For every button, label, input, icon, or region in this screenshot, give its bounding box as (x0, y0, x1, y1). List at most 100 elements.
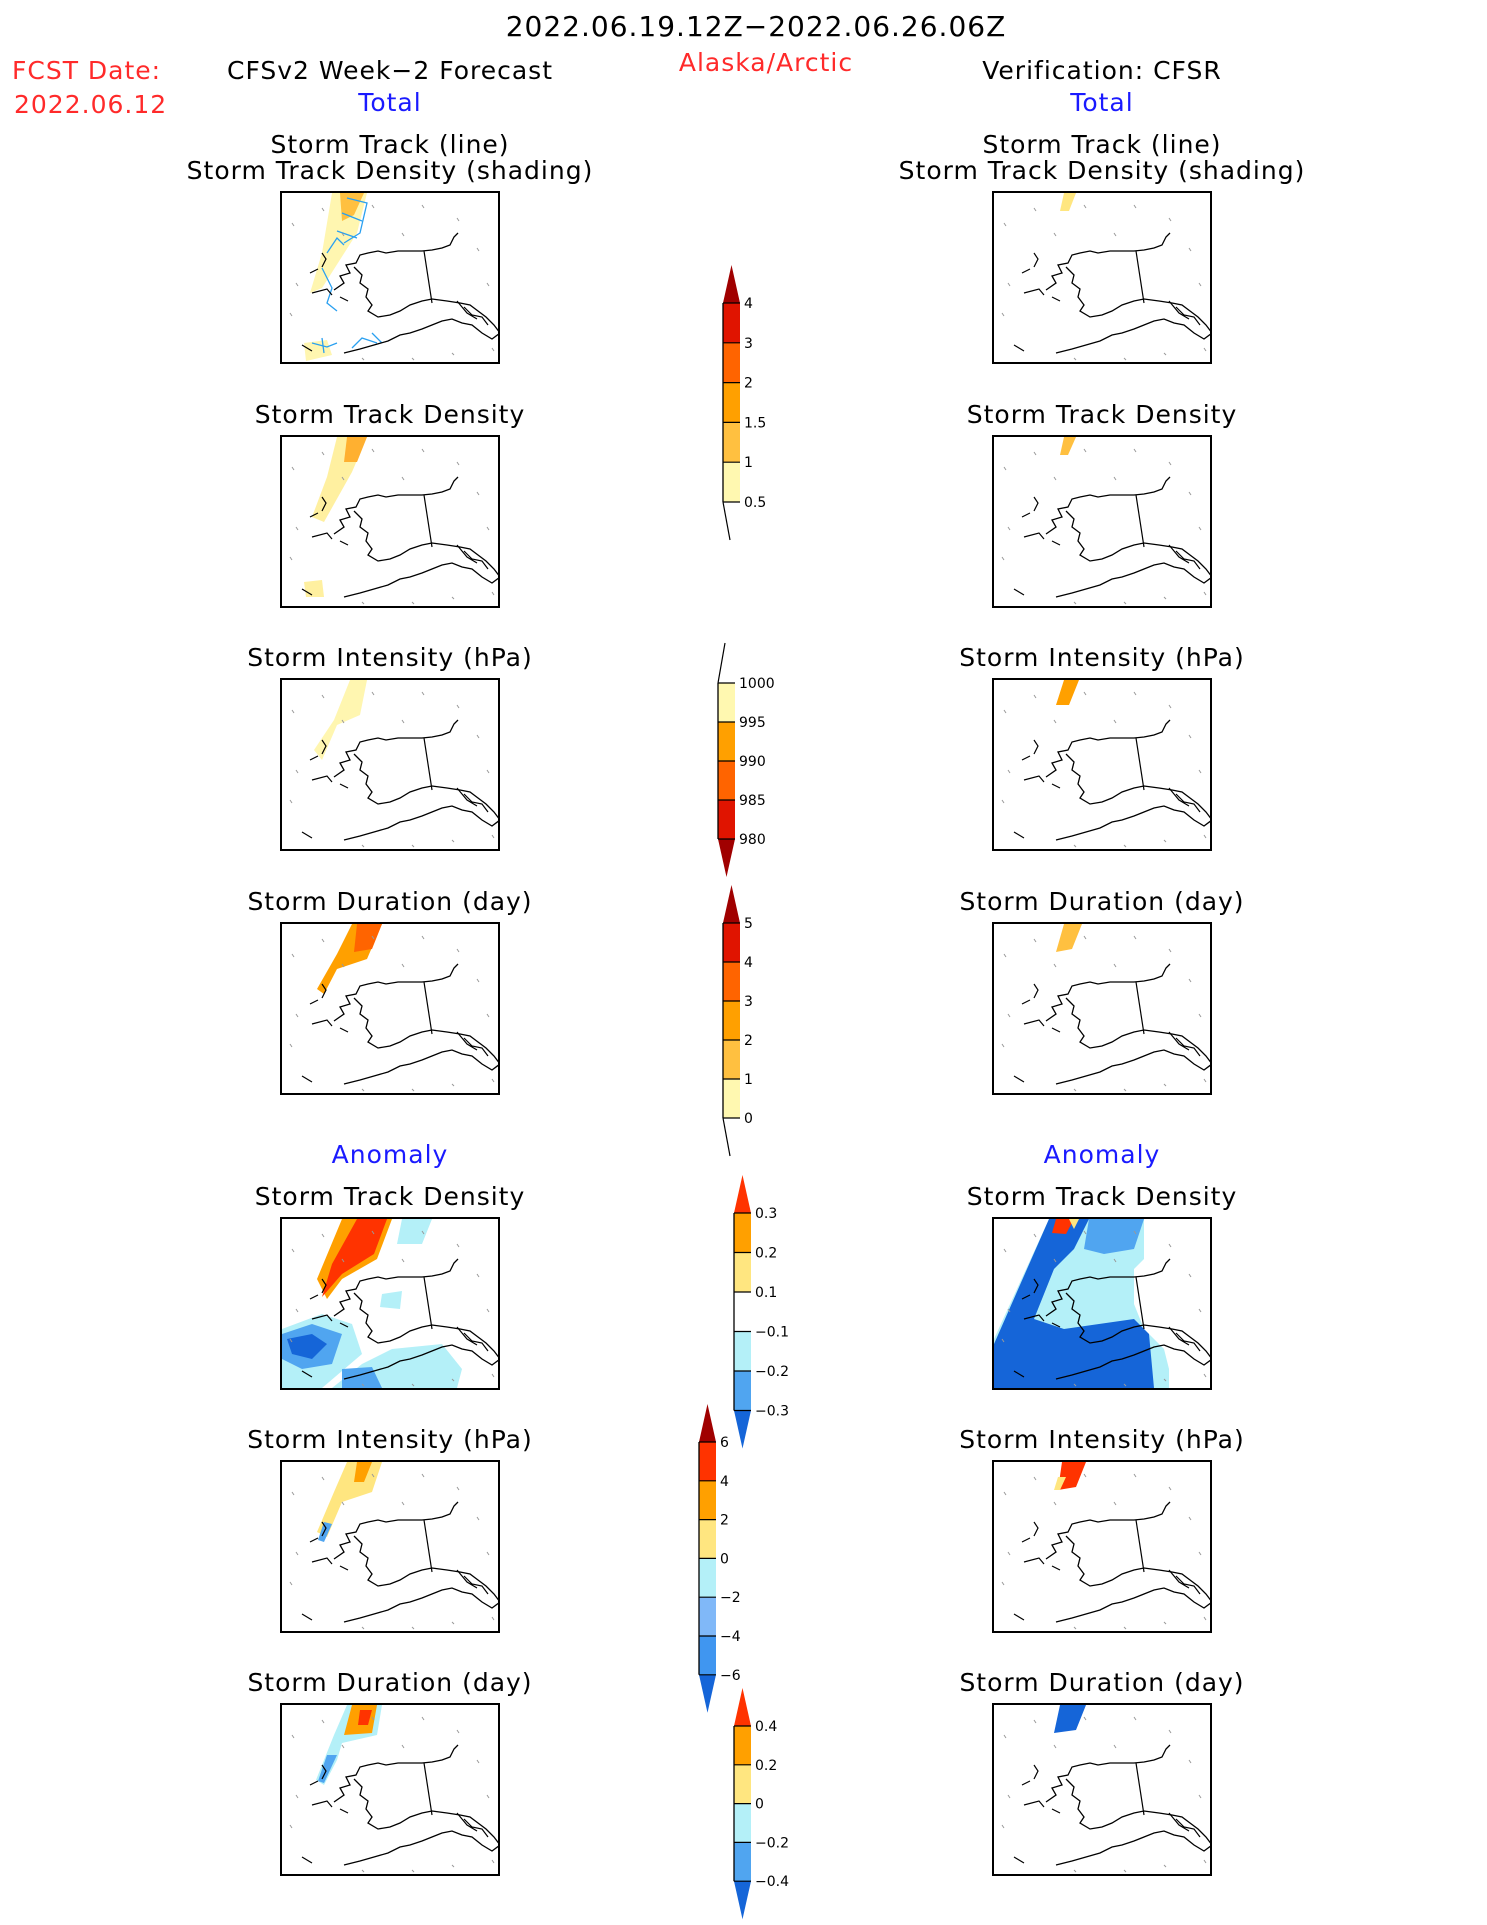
colorbar-tick-label: 0 (755, 1797, 764, 1813)
colorbar-extend-max (723, 265, 740, 303)
fcst-date-label: FCST Date: (12, 56, 162, 85)
colorbar-segment (699, 1597, 716, 1636)
colorbar-extend-min (734, 1410, 751, 1449)
colorbar-tick-label: 0.1 (755, 1285, 777, 1301)
panel-title: Storm Duration (day) (247, 887, 533, 916)
colorbar-segment (734, 1371, 751, 1411)
colorbar-tick-label: 1 (744, 1072, 753, 1088)
colorbar-tick-label: 985 (739, 793, 766, 809)
panel-title: Storm Duration (day) (959, 1668, 1245, 1697)
colorbar-tick-label: 0.5 (744, 495, 766, 511)
colorbar-tick-label: 1.5 (744, 415, 766, 431)
colorbar-segment (723, 382, 740, 423)
colorbar-tick-label: 2 (720, 1513, 729, 1529)
colorbar-tick-label: 0.4 (755, 1719, 777, 1735)
colorbar-segment (723, 342, 740, 383)
left-anomaly-label: Anomaly (331, 1140, 449, 1169)
colorbar: 0.3 0.2 0.1 −0.1 −0.2 −0.3 (733, 1175, 789, 1449)
colorbar-tick-label: 2 (744, 376, 753, 392)
panel-title: Storm Track Density (shading) (186, 156, 594, 185)
colorbar-extend-max (699, 1404, 716, 1442)
map-fcst-track (280, 191, 500, 364)
panel-title: Storm Intensity (hPa) (247, 1425, 533, 1454)
colorbar-tick-label: 0 (744, 1111, 753, 1127)
map-cfsr-density (992, 435, 1212, 608)
panel-title: Storm Track Density (966, 1182, 1238, 1211)
colorbar-tick-label: 3 (744, 336, 753, 352)
colorbar-tick-label: 1 (744, 455, 753, 471)
colorbar-segment (699, 1442, 716, 1481)
colorbar-extend-min (699, 1674, 716, 1713)
map-cfsr-density-anomaly (992, 1217, 1212, 1390)
colorbar-tick-label: 1000 (739, 676, 775, 692)
map-fcst-duration-anomaly (280, 1703, 500, 1876)
right-anomaly-label: Anomaly (1043, 1140, 1161, 1169)
colorbar-segment (699, 1480, 716, 1520)
colorbar-segment (723, 1040, 740, 1079)
colorbar-tick-label: 4 (720, 1474, 729, 1490)
colorbar-segment (723, 422, 740, 463)
colorbar: 0.4 0.2 0 −0.2 −0.4 (733, 1688, 789, 1920)
panel-title: Storm Duration (day) (247, 1668, 533, 1697)
colorbar: 5 4 3 2 1 0 (722, 885, 753, 1157)
map-fcst-intensity (280, 678, 500, 851)
colorbar-segment (734, 1764, 751, 1804)
map-cfsr-duration-anomaly (992, 1703, 1212, 1876)
colorbar-segment (734, 1726, 751, 1765)
panel-title: Storm Track Density (shading) (898, 156, 1306, 185)
colorbar-tick-label: 2 (744, 1033, 753, 1049)
colorbar-segment (718, 800, 735, 839)
map-fcst-density (280, 435, 500, 608)
colorbar-segment (734, 1842, 751, 1882)
panel-title: Storm Track Density (966, 400, 1238, 429)
colorbar-tick-label: −0.1 (755, 1325, 789, 1341)
left-column-title: CFSv2 Week−2 Forecast (227, 56, 553, 85)
colorbar-segment (718, 761, 735, 800)
map-cfsr-track (992, 191, 1212, 364)
fcst-date: 2022.06.12 (14, 90, 168, 119)
colorbar-segment (734, 1292, 751, 1332)
panel-title: Storm Track Density (254, 1182, 526, 1211)
colorbar-segment (723, 923, 740, 962)
map-fcst-density-anomaly (280, 1217, 500, 1390)
colorbar-tick-label: 995 (739, 715, 766, 731)
map-fcst-intensity-anomaly (280, 1460, 500, 1633)
colorbar-tick-label: 0.2 (755, 1246, 777, 1262)
colorbar-tick-label: 0 (720, 1551, 729, 1567)
colorbar-extend-max (734, 1688, 751, 1726)
colorbar-segment (723, 962, 740, 1001)
colorbar-tick-label: 3 (744, 994, 753, 1010)
colorbar-segment (699, 1558, 716, 1598)
right-total-label: Total (1070, 88, 1134, 117)
panel-title: Storm Intensity (hPa) (959, 643, 1245, 672)
map-cfsr-intensity (992, 678, 1212, 851)
colorbar-segment (723, 462, 740, 502)
colorbar-extend-min (734, 1881, 751, 1920)
colorbar-tick-label: 0.2 (755, 1758, 777, 1774)
colorbar-segment (734, 1213, 751, 1253)
colorbar-extend-max (734, 1175, 751, 1213)
region-title: Alaska/Arctic (678, 48, 854, 77)
colorbar-tick-label: −6 (720, 1668, 741, 1684)
panel-title: Storm Track (line) (270, 130, 510, 159)
panel-title: Storm Intensity (hPa) (247, 643, 533, 672)
colorbar-segment (723, 303, 740, 343)
colorbar-segment (723, 1001, 740, 1040)
panel-title: Storm Duration (day) (959, 887, 1245, 916)
colorbar-tick-label: 4 (744, 955, 753, 971)
colorbar-tick-label: 990 (739, 754, 766, 770)
colorbar-segment (699, 1519, 716, 1559)
left-total-label: Total (358, 88, 422, 117)
colorbar-tick-label: −0.2 (755, 1835, 789, 1851)
colorbar-tick-label: −0.4 (755, 1874, 789, 1890)
colorbar-tick-label: −2 (720, 1590, 741, 1606)
period-title: 2022.06.19.12Z−2022.06.26.06Z (505, 10, 1007, 43)
colorbar-segment (718, 722, 735, 761)
colorbar-segment (699, 1636, 716, 1675)
colorbar-extend-min (718, 839, 735, 877)
colorbar-tick-label: 4 (744, 296, 753, 312)
right-column-title: Verification: CFSR (982, 56, 1222, 85)
colorbar-segment (723, 1079, 740, 1118)
